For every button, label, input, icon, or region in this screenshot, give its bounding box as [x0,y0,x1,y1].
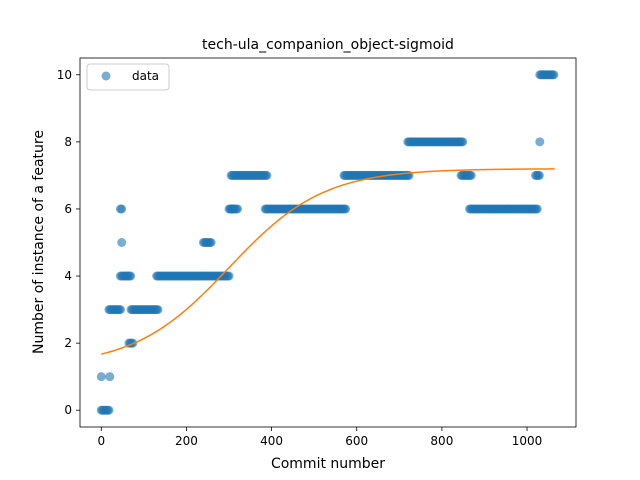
y-tick-label: 6 [64,202,72,216]
y-tick-label: 4 [64,269,72,283]
y-tick-label: 2 [64,336,72,350]
fit-curve [101,168,555,355]
data-point [104,405,114,415]
y-tick-label: 0 [64,403,72,417]
x-tick-label: 600 [345,434,368,448]
legend: data [86,63,170,91]
data-point [466,170,476,180]
data-point [458,137,468,147]
data-point [115,305,125,315]
data-point [96,372,106,382]
data-point [549,70,559,80]
legend-box [86,63,170,91]
x-tick-label: 800 [430,434,453,448]
x-tick-label: 200 [175,434,198,448]
data-point [224,271,234,281]
x-tick-label: 400 [260,434,283,448]
y-axis: 0 2 4 6 8 10 [57,68,80,417]
x-tick-label: 1000 [512,434,543,448]
legend-marker [101,71,111,81]
y-axis-label: Number of instance of a feature [31,130,47,354]
data-point [126,271,136,281]
x-axis: 0 200 400 600 800 1000 [97,427,542,448]
data-point [117,204,127,214]
y-tick-label: 8 [64,135,72,149]
data-point [206,238,216,247]
legend-label-data: data [132,69,159,83]
y-tick-label: 10 [57,68,72,82]
data-point [535,137,545,147]
data-point [341,204,351,214]
x-tick-label: 0 [97,434,105,448]
data-point [262,170,272,180]
x-axis-label: Commit number [271,456,385,472]
data-point [105,372,115,382]
data-point [117,238,127,247]
data-point [532,204,542,214]
data-points [96,70,559,415]
data-point [153,305,163,315]
plot-frame [79,57,577,428]
data-point [233,204,243,214]
data-point [534,170,544,180]
chart-title: tech-ula_companion_object-sigmoid [202,37,454,53]
